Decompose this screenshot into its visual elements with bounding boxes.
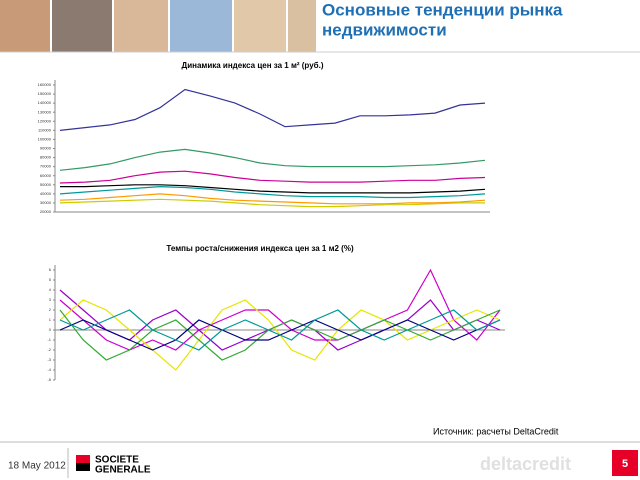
y-tick-label: 4: [49, 287, 52, 292]
y-tick-label: 30000: [40, 200, 52, 205]
y-tick-label: 160000: [38, 82, 52, 87]
title: Основные тенденции рынка: [322, 0, 563, 19]
chart-title: Темпы роста/снижения индекса цен за 1 м2…: [166, 244, 354, 253]
photo: [0, 0, 50, 52]
source: Источник: расчеты DeltaCredit: [433, 426, 559, 436]
series-line: [59, 170, 486, 184]
logo: [76, 455, 90, 463]
y-tick-label: 20000: [40, 209, 52, 214]
header-photos: [0, 0, 316, 52]
y-tick-label: 100000: [38, 136, 52, 141]
y-tick-label: 90000: [40, 146, 52, 151]
photo: [52, 0, 112, 52]
y-tick-label: 150000: [38, 91, 52, 96]
y-tick-label: 6: [49, 267, 52, 272]
photo: [234, 0, 286, 52]
series-line: [59, 148, 486, 171]
brand: deltacredit: [480, 454, 571, 474]
y-tick-label: 3: [49, 297, 52, 302]
y-tick-label: -4: [47, 367, 51, 372]
series-line: [59, 88, 486, 131]
y-tick-label: 80000: [40, 155, 52, 160]
y-tick-label: 60000: [40, 173, 52, 178]
y-tick-label: 40000: [40, 191, 52, 196]
chart-title: Динамика индекса цен за 1 м² (руб.): [182, 61, 324, 70]
y-tick-label: -5: [47, 377, 51, 382]
y-tick-label: -2: [47, 347, 51, 352]
series-line: [59, 193, 486, 205]
series-line: [59, 309, 501, 361]
series-line: [59, 198, 485, 208]
series-line: [59, 185, 486, 199]
photo: [170, 0, 232, 52]
y-tick-label: 110000: [38, 127, 52, 132]
y-tick-label: 70000: [40, 164, 52, 169]
company: SOCIETE: [95, 455, 139, 466]
page-box: [612, 450, 638, 476]
y-tick-label: 0: [49, 327, 52, 332]
photo: [114, 0, 168, 52]
logo: [76, 463, 90, 471]
y-tick-label: 5: [49, 277, 52, 282]
y-tick-label: -1: [47, 337, 51, 342]
company: GENERALE: [95, 465, 151, 476]
y-tick-label: 50000: [40, 182, 52, 187]
y-tick-label: -3: [47, 357, 51, 362]
y-tick-label: 1: [49, 317, 52, 322]
page-number: 5: [622, 458, 628, 470]
y-tick-label: 2: [49, 307, 52, 312]
y-tick-label: 120000: [38, 118, 52, 123]
y-tick-label: 140000: [38, 100, 52, 105]
y-tick-label: 130000: [38, 109, 52, 114]
photo: [288, 0, 316, 52]
series-line: [59, 309, 501, 351]
series-line: [60, 184, 486, 194]
date: 18 May 2012: [8, 461, 66, 472]
title: недвижимости: [322, 20, 447, 39]
series-line: [59, 268, 501, 351]
